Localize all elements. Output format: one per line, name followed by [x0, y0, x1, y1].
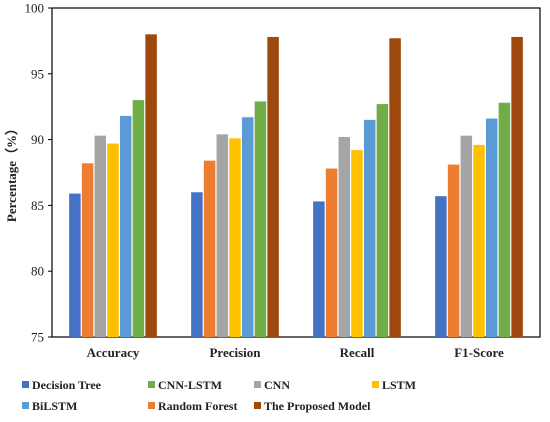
- legend-label: BiLSTM: [32, 399, 77, 413]
- y-tick-label: 100: [25, 1, 45, 16]
- y-tick-label: 80: [31, 264, 44, 279]
- bar: [351, 150, 363, 337]
- x-category-label: Accuracy: [87, 345, 140, 360]
- bar: [460, 135, 473, 337]
- y-axis-title: Percentage（%）: [4, 122, 19, 222]
- bar: [94, 135, 107, 337]
- bar: [435, 196, 447, 337]
- legend-swatch: [22, 402, 29, 409]
- bar: [69, 193, 81, 337]
- legend-label: LSTM: [382, 378, 416, 392]
- x-axis-labels: Accuracy Precision Recall F1-Score: [87, 345, 504, 360]
- plot-frame: [51, 7, 541, 338]
- bar: [241, 117, 254, 337]
- legend-label: Random Forest: [158, 399, 237, 413]
- x-category-label: Recall: [340, 345, 375, 360]
- bar: [132, 100, 145, 338]
- bar: [119, 115, 132, 337]
- legend: Decision Tree CNN-LSTM CNN LSTM BiLSTM Random…: [22, 378, 416, 413]
- legend-swatch: [148, 381, 155, 388]
- bar: [325, 168, 338, 337]
- bar: [511, 36, 523, 338]
- bar: [203, 160, 216, 337]
- bar: [191, 192, 203, 337]
- x-category-label: Precision: [209, 345, 261, 360]
- legend-label: CNN-LSTM: [158, 378, 222, 392]
- bar: [267, 36, 279, 338]
- legend-swatch: [372, 381, 379, 388]
- bar: [107, 143, 119, 337]
- bar: [363, 119, 376, 337]
- legend-swatch: [22, 381, 29, 388]
- bar: [389, 38, 401, 337]
- x-category-label: F1-Score: [454, 345, 504, 360]
- legend-label: Decision Tree: [32, 378, 102, 392]
- bar: [485, 118, 498, 337]
- y-axis-labels: 75 80 85 90 95 100: [25, 1, 45, 345]
- legend-label: The Proposed Model: [264, 399, 371, 413]
- bar: [229, 138, 241, 337]
- bar: [81, 163, 94, 337]
- bar: [447, 164, 460, 337]
- bar: [313, 201, 325, 337]
- bar: [498, 102, 511, 337]
- legend-swatch: [148, 402, 155, 409]
- bar: [338, 136, 351, 337]
- legend-label: CNN: [264, 378, 290, 392]
- legend-swatch: [254, 402, 261, 409]
- bar: [254, 101, 267, 337]
- axes: [48, 7, 541, 338]
- y-tick-label: 90: [31, 132, 44, 147]
- bar: [216, 134, 229, 337]
- y-tick-label: 75: [31, 330, 44, 345]
- y-tick-label: 95: [31, 66, 44, 81]
- bar: [473, 144, 485, 337]
- legend-swatch: [254, 381, 261, 388]
- bar: [145, 34, 157, 337]
- y-tick-label: 85: [31, 198, 44, 213]
- bar: [376, 104, 389, 338]
- bars: [69, 34, 523, 338]
